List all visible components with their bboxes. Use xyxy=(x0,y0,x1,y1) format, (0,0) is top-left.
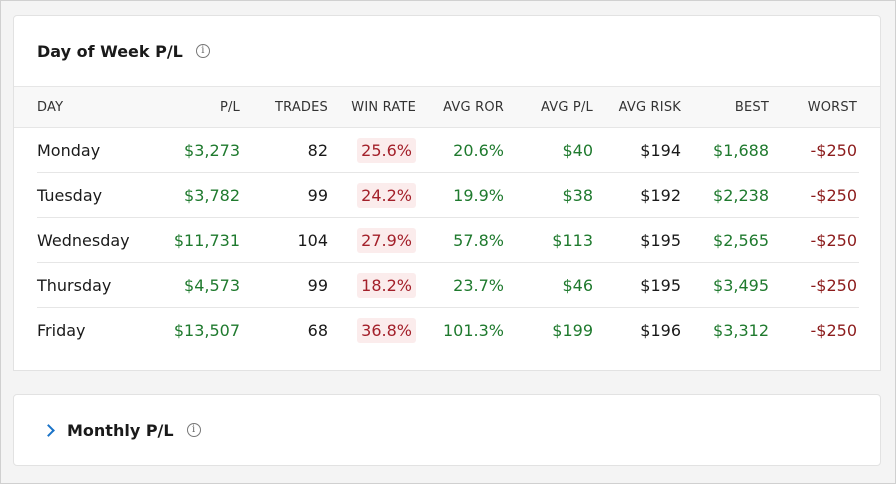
table-header: DAY P/L TRADES WIN RATE AVG ROR AVG P/L … xyxy=(14,86,880,128)
cell-avg-pl: $113 xyxy=(552,230,593,250)
cell-best: $2,238 xyxy=(713,185,769,205)
col-best[interactable]: BEST xyxy=(734,99,769,115)
cell-pl: $11,731 xyxy=(173,230,240,250)
cell-worst: -$250 xyxy=(810,185,858,205)
col-day[interactable]: DAY xyxy=(37,99,64,115)
card-title[interactable]: Monthly P/L xyxy=(67,420,174,440)
cell-day: Thursday xyxy=(37,275,112,295)
monthly-pl-card[interactable]: Monthly P/L i xyxy=(13,394,881,466)
cell-avg-risk: $196 xyxy=(640,321,681,340)
cell-best: $1,688 xyxy=(713,140,769,160)
day-of-week-card: Day of Week P/L i DAY P/L TRADES WIN RAT… xyxy=(13,15,881,371)
cell-avg-ror: 101.3% xyxy=(442,321,504,340)
monthly-pl-header[interactable]: Monthly P/L i xyxy=(14,395,880,465)
col-pl[interactable]: P/L xyxy=(219,99,240,115)
col-win-rate[interactable]: WIN RATE xyxy=(351,99,416,115)
cell-worst: -$250 xyxy=(810,321,858,340)
cell-trades: 68 xyxy=(307,321,328,340)
info-icon[interactable]: i xyxy=(195,44,210,58)
cell-avg-risk: $195 xyxy=(640,230,681,250)
info-icon[interactable]: i xyxy=(186,423,201,437)
col-avg-risk[interactable]: AVG RISK xyxy=(618,99,681,115)
cell-avg-pl: $38 xyxy=(562,185,593,205)
cell-win-rate: 25.6% xyxy=(326,128,416,172)
win-rate-badge: 18.2% xyxy=(357,272,416,298)
day-of-week-header: Day of Week P/L i xyxy=(14,16,880,86)
cell-pl: $4,573 xyxy=(184,275,240,295)
cell-best: $3,312 xyxy=(713,321,769,340)
col-trades[interactable]: TRADES xyxy=(274,99,328,115)
win-rate-badge: 36.8% xyxy=(357,318,416,343)
cell-win-rate: 18.2% xyxy=(326,263,416,307)
cell-worst: -$250 xyxy=(810,230,858,250)
cell-avg-risk: $192 xyxy=(640,185,681,205)
table-row: Wednesday $11,731 104 27.9% 57.8% $113 $… xyxy=(37,218,859,263)
cell-day: Tuesday xyxy=(37,185,103,205)
cell-avg-risk: $194 xyxy=(640,140,681,160)
cell-best: $2,565 xyxy=(713,230,769,250)
cell-avg-pl: $46 xyxy=(562,275,593,295)
cell-avg-pl: $199 xyxy=(552,321,593,340)
table-row: Friday $13,507 68 36.8% 101.3% $199 $196… xyxy=(37,308,859,353)
cell-avg-ror: 20.6% xyxy=(453,140,504,160)
cell-pl: $13,507 xyxy=(173,321,240,340)
win-rate-badge: 25.6% xyxy=(357,137,416,163)
cell-worst: -$250 xyxy=(810,140,858,160)
cell-trades: 99 xyxy=(307,275,328,295)
col-avg-pl[interactable]: AVG P/L xyxy=(540,99,593,115)
cell-win-rate: 27.9% xyxy=(326,218,416,262)
cell-avg-ror: 57.8% xyxy=(453,230,504,250)
cell-avg-ror: 19.9% xyxy=(453,185,504,205)
cell-avg-risk: $195 xyxy=(640,275,681,295)
table-row: Tuesday $3,782 99 24.2% 19.9% $38 $192 $… xyxy=(37,173,859,218)
cell-avg-ror: 23.7% xyxy=(453,275,504,295)
col-avg-ror[interactable]: AVG ROR xyxy=(443,99,504,115)
table-row: Monday $3,273 82 25.6% 20.6% $40 $194 $1… xyxy=(37,128,859,173)
col-worst[interactable]: WORST xyxy=(807,99,857,115)
cell-day: Monday xyxy=(37,140,101,160)
cell-pl: $3,273 xyxy=(184,140,240,160)
cell-avg-pl: $40 xyxy=(562,140,593,160)
cell-day: Friday xyxy=(37,321,86,340)
cell-trades: 104 xyxy=(297,230,328,250)
table-row: Thursday $4,573 99 18.2% 23.7% $46 $195 … xyxy=(37,263,859,308)
chevron-right-icon[interactable] xyxy=(42,423,55,437)
cell-best: $3,495 xyxy=(713,275,769,295)
cell-win-rate: 24.2% xyxy=(326,173,416,217)
cell-worst: -$250 xyxy=(810,275,858,295)
cell-trades: 82 xyxy=(307,140,328,160)
cell-pl: $3,782 xyxy=(184,185,240,205)
cell-day: Wednesday xyxy=(37,230,130,250)
cell-trades: 99 xyxy=(307,185,328,205)
card-title: Day of Week P/L xyxy=(37,41,183,61)
win-rate-badge: 24.2% xyxy=(357,182,416,208)
win-rate-badge: 27.9% xyxy=(357,227,416,253)
cell-win-rate: 36.8% xyxy=(326,308,416,353)
